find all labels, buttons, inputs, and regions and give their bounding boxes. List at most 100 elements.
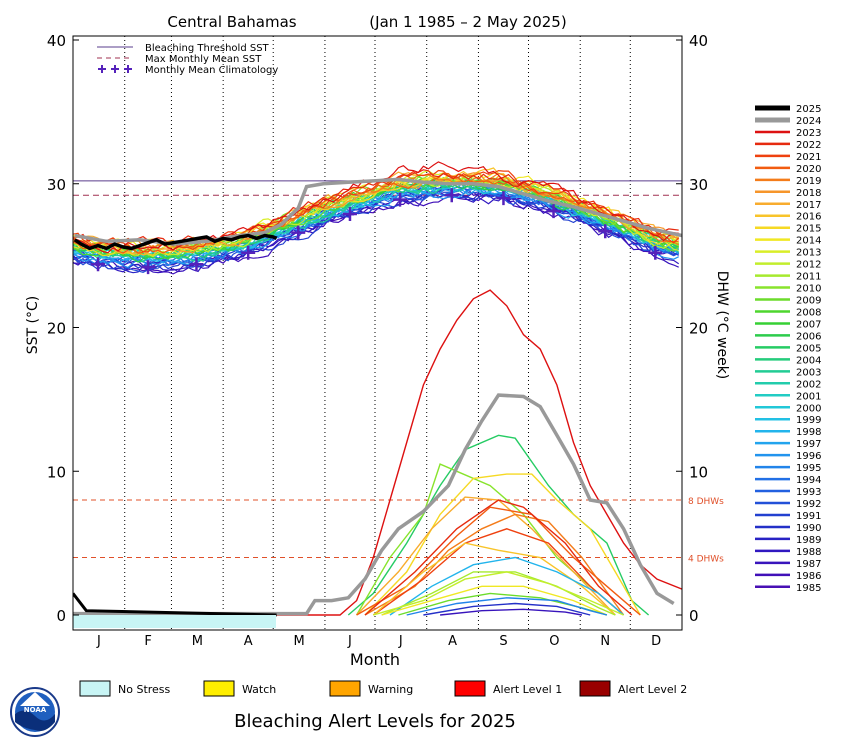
dhw-reference-label: 8 DHWs — [688, 497, 724, 507]
x-tick-label: D — [651, 634, 661, 649]
year-legend-label: 2011 — [796, 272, 821, 283]
climatology-marker — [598, 224, 613, 239]
alert-legend-swatch — [329, 680, 361, 697]
y-tick-label: 40 — [689, 32, 708, 50]
dhw-line — [372, 528, 625, 616]
year-legend-label: 2025 — [796, 104, 821, 115]
alert-legend-swatch — [579, 680, 611, 697]
sst-series — [73, 161, 682, 275]
x-tick-label: F — [144, 634, 151, 649]
x-tick-label: A — [448, 634, 457, 649]
year-legend-label: 1985 — [796, 583, 821, 594]
x-tick-label: J — [398, 634, 403, 649]
year-legend-label: 2009 — [796, 296, 821, 307]
legend-label: Max Monthly Mean SST — [145, 54, 262, 65]
dhw-line — [364, 473, 641, 616]
alert-legend-title: Bleaching Alert Levels for 2025 — [234, 711, 516, 732]
dhw-line — [389, 556, 625, 616]
climatology-marker — [189, 257, 204, 272]
alert-legend-swatch — [203, 680, 235, 697]
year-legend-label: 2004 — [796, 355, 821, 366]
dhw-line — [381, 571, 616, 616]
x-axis-label: Month — [350, 650, 400, 669]
alert-legend: No Stress Watch Warning Alert Level 1 Alert … — [79, 680, 687, 697]
dhw-reference-label: 4 DHWs — [688, 555, 724, 565]
legend-plus-marker — [98, 65, 106, 73]
climatology-marker — [444, 188, 459, 203]
chart-title: Central Bahamas — [167, 13, 296, 31]
dhw-series — [73, 289, 682, 617]
y-axis-right-label: DHW (°C week) — [714, 271, 730, 380]
y-tick-label: 10 — [689, 463, 708, 481]
sst-line-2025 — [73, 233, 278, 251]
year-legend-label: 2019 — [796, 176, 821, 187]
year-legend-label: 2013 — [796, 248, 821, 259]
climatology-marker — [393, 192, 408, 207]
alert-status-bar — [73, 615, 276, 628]
dhw-line-2024 — [73, 393, 675, 616]
year-legend-label: 1991 — [796, 511, 821, 522]
year-legend-label: 1995 — [796, 463, 821, 474]
y-tick-label: 30 — [689, 176, 708, 194]
year-legend-label: 2005 — [796, 343, 821, 354]
dhw-line-2023 — [73, 289, 682, 616]
year-legend-label: 2012 — [796, 260, 821, 271]
alert-legend-label: Alert Level 1 — [493, 683, 562, 696]
alert-legend-swatch — [79, 680, 111, 697]
y-axis-left-label: SST (°C) — [25, 296, 41, 354]
year-legend-label: 2008 — [796, 307, 821, 318]
y-axis-left: 0 10 20 30 40 — [47, 32, 79, 625]
x-tick-label: O — [549, 634, 559, 649]
y-axis-right: 0 10 20 30 40 — [676, 32, 708, 625]
year-legend-label: 2021 — [796, 152, 821, 163]
year-legend-label: 1994 — [796, 475, 821, 486]
year-legend-label: 1992 — [796, 499, 821, 510]
alert-legend-label: Alert Level 2 — [618, 683, 687, 696]
legend-plus-marker — [124, 65, 132, 73]
y-tick-label: 30 — [47, 176, 66, 194]
dhw-line — [364, 499, 633, 616]
year-legend-label: 1990 — [796, 523, 821, 534]
year-legend-label: 1999 — [796, 415, 821, 426]
y-tick-label: 10 — [47, 463, 66, 481]
year-legend-label: 2020 — [796, 164, 821, 175]
y-tick-label: 20 — [47, 320, 66, 338]
month-grid — [124, 36, 631, 630]
year-legend-label: 2018 — [796, 188, 821, 199]
year-legend-label: 2010 — [796, 284, 821, 295]
year-legend-label: 2024 — [796, 116, 821, 127]
dhw-line — [440, 608, 583, 616]
x-tick-label: A — [244, 634, 253, 649]
dhw-line — [423, 602, 591, 616]
climatology-marker — [241, 245, 256, 260]
climatology-marker — [342, 206, 357, 221]
climatology-marker — [291, 225, 306, 240]
year-legend-label: 1997 — [796, 439, 821, 450]
dhw-line — [347, 434, 650, 616]
noaa-logo-text: NOAA — [24, 706, 47, 714]
legend-plus-marker — [111, 65, 119, 73]
sst-line — [73, 189, 679, 271]
year-legend-label: 2001 — [796, 391, 821, 402]
dhw-line — [356, 496, 616, 616]
climatology-marker — [648, 245, 663, 260]
dhw-reference-lines: 8 DHWs 4 DHWs — [73, 497, 724, 565]
year-legend-label: 1993 — [796, 487, 821, 498]
year-legend-label: 1986 — [796, 571, 821, 582]
y-tick-label: 20 — [689, 320, 708, 338]
climatology-marker — [91, 257, 106, 272]
legend-label: Monthly Mean Climatology — [145, 65, 278, 76]
sst-line — [73, 180, 680, 262]
x-tick-label: M — [192, 634, 203, 649]
year-legend-label: 2014 — [796, 236, 821, 247]
dhw-line — [356, 506, 641, 616]
dhw-line — [372, 542, 616, 616]
y-tick-label: 0 — [56, 607, 66, 625]
alert-legend-label: No Stress — [118, 683, 171, 696]
year-legend-label: 2007 — [796, 319, 821, 330]
x-tick-label: M — [293, 634, 304, 649]
year-legend-label: 2023 — [796, 128, 821, 139]
